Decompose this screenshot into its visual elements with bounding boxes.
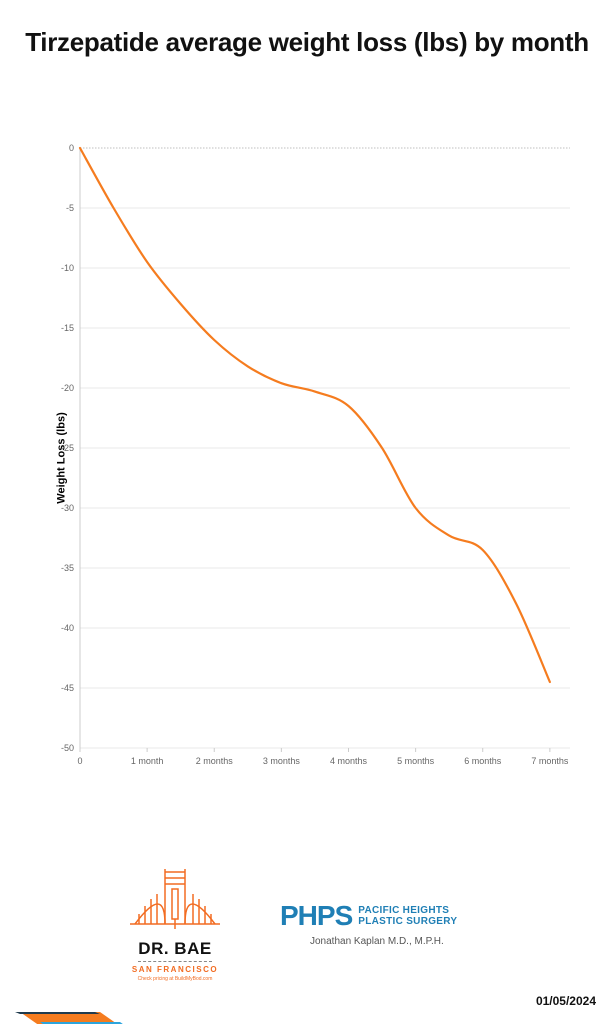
logos-row: DR. BAE SAN FRANCISCO Check pricing at B… [0,852,614,982]
phps-subtitle: Jonathan Kaplan M.D., M.P.H. [310,936,560,947]
drbae-name: DR. BAE [138,939,211,962]
svg-text:2 months: 2 months [196,756,234,766]
ribbon-decoration [0,1012,614,1024]
drbae-tagline: Check pricing at BuildMyBod.com [115,976,235,982]
svg-text:7 months: 7 months [531,756,569,766]
svg-text:-25: -25 [61,443,74,453]
bridge-icon [125,864,225,934]
footer-date: 01/05/2024 [536,994,596,1008]
svg-text:6 months: 6 months [464,756,502,766]
svg-text:0: 0 [69,143,74,153]
svg-text:4 months: 4 months [330,756,368,766]
svg-text:-5: -5 [66,203,74,213]
svg-text:5 months: 5 months [397,756,435,766]
drbae-city: SAN FRANCISCO [115,965,235,974]
footer: DR. BAE SAN FRANCISCO Check pricing at B… [0,832,614,1024]
chart-title: Tirzepatide average weight loss (lbs) by… [0,28,614,58]
drbae-logo: DR. BAE SAN FRANCISCO Check pricing at B… [115,864,235,982]
phps-full: PACIFIC HEIGHTS PLASTIC SURGERY [358,905,457,927]
svg-text:-45: -45 [61,683,74,693]
phps-logo: PHPS PACIFIC HEIGHTS PLASTIC SURGERY Jon… [280,900,560,947]
svg-text:-50: -50 [61,743,74,753]
phps-acronym: PHPS [280,900,352,932]
chart-container: Weight Loss (lbs) 0-5-10-15-20-25-30-35-… [38,138,578,778]
line-chart: 0-5-10-15-20-25-30-35-40-45-5001 month2 … [38,138,578,778]
svg-text:3 months: 3 months [263,756,301,766]
svg-text:-10: -10 [61,263,74,273]
svg-text:-20: -20 [61,383,74,393]
svg-text:-15: -15 [61,323,74,333]
svg-text:-35: -35 [61,563,74,573]
svg-text:-40: -40 [61,623,74,633]
svg-text:-30: -30 [61,503,74,513]
svg-text:0: 0 [77,756,82,766]
svg-text:1 month: 1 month [131,756,164,766]
